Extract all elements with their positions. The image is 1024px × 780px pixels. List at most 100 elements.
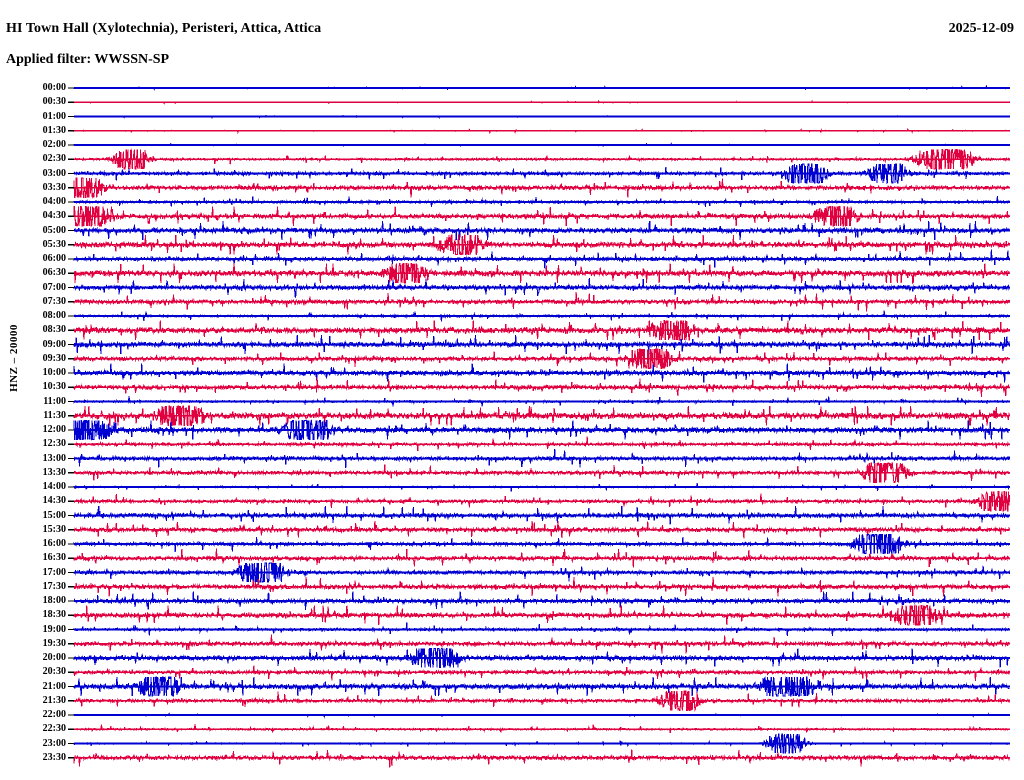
time-tick-label: 16:00 (42, 538, 66, 549)
trace-waveform (73, 647, 1011, 669)
time-tick-label: 19:30 (42, 637, 66, 649)
trace-waveform (73, 676, 1010, 697)
record-date: 2025-12-09 (948, 21, 1014, 36)
trace-waveform (73, 461, 1011, 483)
time-tick-label: 10:30 (42, 381, 66, 393)
time-tick-label: 14:00 (42, 481, 66, 492)
time-tick-label: 03:00 (42, 167, 66, 179)
trace-waveform (73, 483, 1010, 492)
time-tick-label: 18:00 (42, 595, 66, 606)
time-tick-label: 08:00 (42, 310, 66, 321)
trace-waveform (73, 665, 1011, 682)
time-tick-label: 10:00 (42, 367, 66, 378)
trace-waveform (73, 320, 1011, 341)
trace-waveform (73, 84, 1010, 91)
time-tick-label: 21:30 (42, 694, 66, 706)
time-tick-label: 07:00 (42, 281, 66, 293)
trace-waveform (73, 724, 1010, 734)
time-tick-label: 19:00 (42, 623, 66, 635)
time-tick-label: 04:30 (42, 210, 66, 222)
trace-waveform (73, 196, 1010, 207)
time-tick-label: 04:00 (42, 196, 66, 207)
trace-waveform (73, 99, 1010, 105)
trace-waveform (73, 396, 1010, 407)
time-tick-label: 17:00 (42, 566, 66, 578)
time-tick-label: 06:00 (42, 253, 66, 264)
trace-waveform (73, 405, 1010, 426)
time-tick-label: 21:00 (42, 680, 66, 692)
trace-waveform (73, 690, 1011, 713)
time-tick-label: 20:00 (42, 652, 66, 663)
time-tick-label: 13:30 (42, 466, 66, 478)
time-tick-label: 01:30 (42, 124, 66, 136)
trace-waveform (73, 491, 1011, 512)
trace-waveform (73, 591, 1010, 611)
trace-waveform (73, 363, 1010, 383)
trace-waveform (73, 577, 1011, 597)
trace-waveform (73, 448, 1011, 469)
time-tick-label: 23:30 (42, 751, 66, 763)
time-tick-label: 22:30 (42, 723, 66, 735)
page-title: HI Town Hall (Xylotechnia), Peristeri, A… (6, 21, 322, 36)
time-tick-label: 07:30 (42, 295, 66, 307)
time-tick-label: 17:30 (42, 580, 66, 592)
trace-waveform (73, 604, 1010, 626)
time-tick-label: 13:00 (42, 452, 66, 464)
trace-waveform (73, 749, 1011, 768)
trace-waveform (73, 419, 1010, 441)
time-tick-label: 02:00 (42, 139, 66, 150)
trace-waveform (73, 163, 1010, 185)
trace-waveform (73, 377, 1011, 397)
trace-waveform (73, 548, 1011, 568)
trace-waveform (73, 148, 1011, 171)
time-tick-label: 02:30 (42, 153, 66, 165)
time-tick-label: 01:00 (42, 110, 66, 122)
time-tick-label: 08:30 (42, 324, 66, 336)
time-tick-label: 18:30 (42, 609, 66, 621)
time-tick-label: 06:30 (42, 267, 66, 279)
trace-waveform (73, 220, 1010, 241)
trace-waveform (73, 348, 1010, 369)
trace-waveform (73, 562, 1011, 583)
trace-waveform (73, 114, 1010, 120)
trace-waveform (73, 622, 1010, 637)
trace-waveform (73, 142, 1010, 148)
trace-waveform (73, 733, 1010, 754)
trace-waveform (73, 712, 1010, 719)
trace-waveform (73, 505, 1010, 525)
time-tick-label: 11:30 (43, 409, 66, 421)
trace-waveform (73, 310, 1010, 322)
time-tick-label: 05:00 (42, 224, 66, 236)
trace-waveform (73, 520, 1011, 539)
trace-waveform (73, 634, 1011, 654)
time-tick-label: 11:00 (43, 395, 66, 407)
trace-waveform (73, 234, 1011, 256)
time-tick-label: 09:30 (42, 352, 66, 364)
applied-filter-label: Applied filter: WWSSN-SP (6, 52, 170, 67)
time-tick-label: 00:00 (42, 82, 66, 93)
time-tick-label: 20:30 (42, 666, 66, 678)
trace-waveform (73, 334, 1011, 355)
time-tick-label: 03:30 (42, 181, 66, 193)
time-tick-label: 22:00 (42, 709, 66, 720)
time-tick-label: 15:30 (42, 523, 66, 535)
trace-waveform (73, 436, 1011, 452)
trace-waveform (73, 277, 1010, 299)
trace-waveform (73, 177, 1011, 199)
time-tick-label: 00:30 (42, 96, 66, 108)
time-tick-label: 12:00 (42, 424, 66, 435)
trace-waveform (73, 205, 1010, 228)
time-tick-label: 14:30 (42, 495, 66, 507)
trace-waveform (73, 292, 1011, 312)
time-tick-label: 15:00 (42, 509, 66, 521)
time-tick-label: 12:30 (42, 438, 66, 450)
time-tick-label: 05:30 (42, 238, 66, 250)
trace-waveform (73, 533, 1010, 556)
trace-waveform (73, 263, 1010, 285)
trace-waveform (73, 249, 1011, 269)
time-tick-label: 23:00 (42, 737, 66, 749)
trace-waveform (73, 127, 1010, 135)
